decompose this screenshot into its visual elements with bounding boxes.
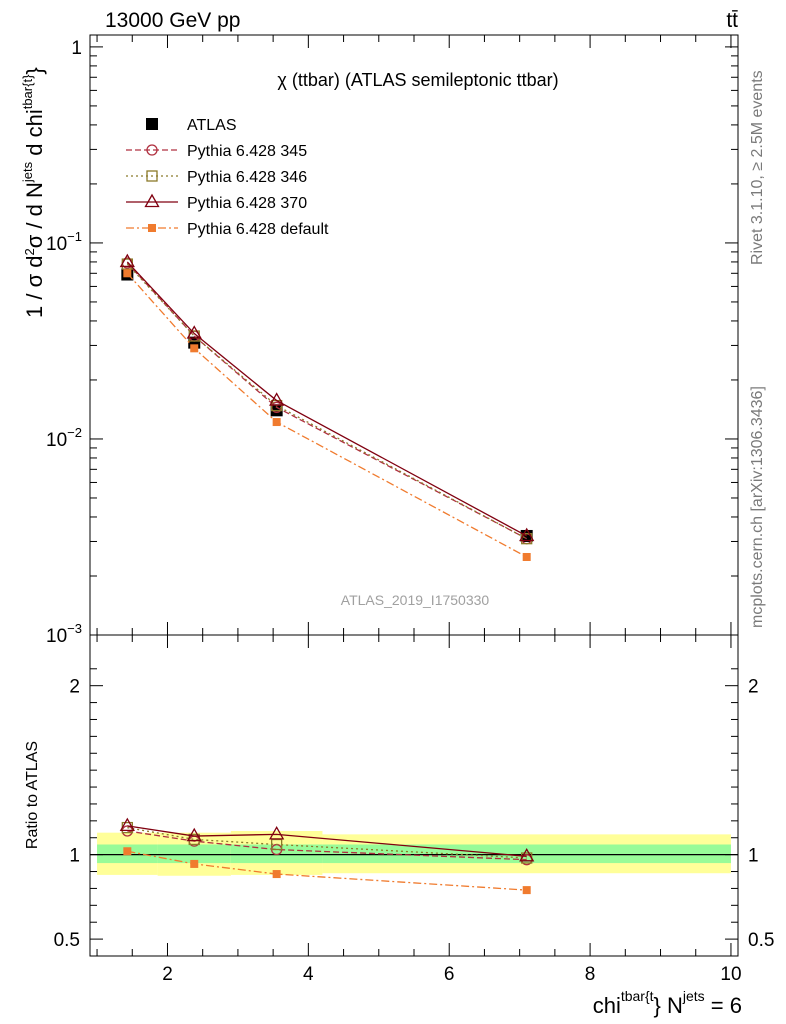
series-line [126,263,528,540]
ratio-point [188,833,200,846]
data-point [269,392,285,406]
series-line [126,262,527,540]
mcplots-text: mcplots.cern.ch [arXiv:1306.3436] [749,386,766,628]
legend-marker [146,118,158,130]
y-tick-label: 10−3 [46,621,82,647]
ratio-bands [90,830,738,876]
process-label: tt̄ [726,9,738,32]
legend-marker [144,193,160,208]
rivet-version-text: Rivet 3.1.10, ≥ 2.5M events [749,70,766,265]
ratio-point [119,817,135,832]
legend-label: Pythia 6.428 370 [187,195,307,212]
ratio-point [519,848,535,862]
ratio-y-axis-label: Ratio to ATLAS [24,741,41,849]
x-tick-label: 2 [162,964,173,985]
x-axis-label: chitbar{t} Njets = 6 [593,988,742,1018]
data-point [186,325,202,339]
legend: ATLAS Pythia 6.428 345 Pythia 6.428 346 Pyt… [126,117,329,238]
x-tick-label: 10 [720,964,741,985]
legend-label: ATLAS [187,117,237,134]
ratio-y-tick-label-left: 2 [69,677,80,698]
ratio-line [127,826,527,859]
y-tick-label: 10−1 [46,229,82,255]
ratio-line [127,830,527,861]
ratio-point [123,847,132,856]
chart-title: χ (ttbar) (ATLAS semileptonic ttbar) [277,70,558,90]
analysis-watermark: ATLAS_2019_I1750330 [341,592,490,608]
y-tick-label: 10−2 [46,425,82,451]
ratio-y-tick-label-right: 1 [748,846,759,867]
ratio-line [127,850,527,891]
series-1 [121,257,533,545]
legend-marker [146,170,158,182]
series-2 [121,258,533,545]
energy-label: 13000 GeV pp [105,9,240,32]
ratio-series-3 [123,847,531,895]
x-tick-label: 8 [585,964,596,985]
ratio-panel: 0.5 0.5 1 1 2 2 2 4 6 8 10 Ratio to ATLAS chitbar{… [24,634,774,1018]
uncertainty-band-inner [157,844,231,864]
x-tick-label: 6 [444,964,455,985]
ratio-y-tick-label-right: 2 [748,677,759,698]
series-3 [119,253,535,542]
ratio-point [269,826,285,840]
x-tick-label: 4 [303,964,314,985]
data-point [272,418,281,427]
ratio-y-tick-label-right: 0.5 [748,930,774,951]
legend-label: Pythia 6.428 345 [187,143,307,160]
uncertainty-band-inner [230,844,323,864]
legend-label: Pythia 6.428 default [187,221,329,238]
main-panel: 1 10−1 10−2 10−3 χ (ttbar) (ATLAS semilepto… [20,34,739,647]
ratio-line [127,825,527,857]
ratio-point [522,886,531,895]
series-line [126,272,528,558]
data-point [119,253,135,268]
ratio-series [119,817,535,895]
ratio-point [190,859,199,868]
series-0 [121,268,533,542]
data-point [190,344,199,353]
series-line [126,261,528,537]
main-series [119,253,535,561]
ratio-axis-ticks: 0.5 0.5 1 1 2 2 2 4 6 8 10 [54,635,774,985]
series-4 [123,269,531,561]
ratio-point [272,870,281,879]
y-tick-label: 1 [71,38,82,59]
ratio-series-2 [119,817,535,862]
ratio-point [186,827,202,842]
legend-label: Pythia 6.428 346 [187,169,307,186]
ratio-y-tick-label-left: 0.5 [54,930,80,951]
data-point [522,552,531,561]
main-axis-ticks: 1 10−1 10−2 10−3 [46,35,738,647]
data-point [519,527,535,542]
legend-marker [146,144,158,156]
legend-marker [148,224,156,232]
data-point [123,269,132,278]
ratio-panel-frame [89,634,739,957]
main-y-axis-label: 1 / σ d2σ / d Njets d chitbar{t}} [20,67,47,318]
uncertainty-band-inner [322,844,731,864]
ratio-y-tick-label-left: 1 [69,846,80,867]
